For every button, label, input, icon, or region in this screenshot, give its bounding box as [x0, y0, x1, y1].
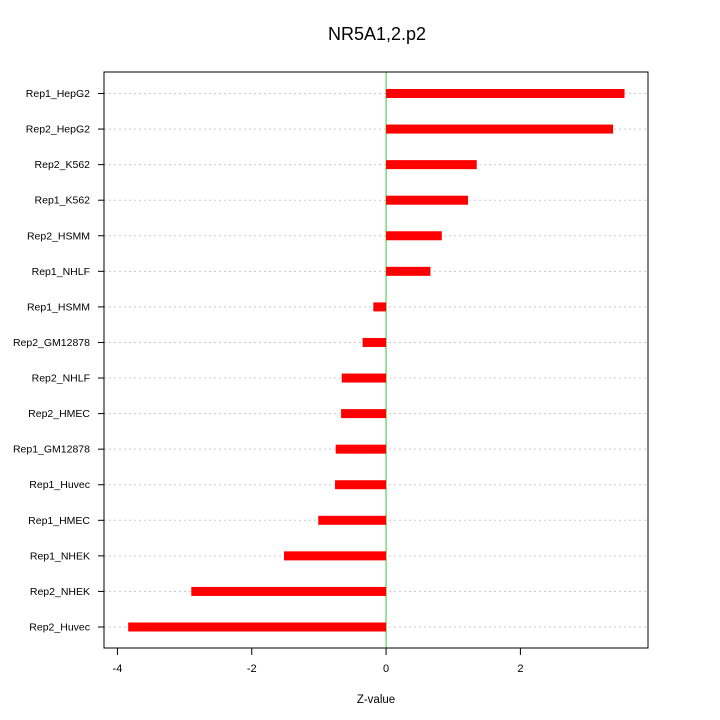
category-label: Rep2_NHEK	[30, 586, 90, 598]
bar-rep2_nhlf	[341, 373, 387, 383]
bar-rep1_hsmm	[373, 302, 387, 312]
category-label: Rep2_GM12878	[13, 337, 90, 349]
gridlines	[104, 93, 648, 628]
category-label: Rep2_NHLF	[32, 373, 90, 385]
category-label: Rep1_GM12878	[13, 444, 90, 456]
plot-frame	[103, 71, 649, 649]
bar-rep2_k562	[386, 160, 477, 170]
bar-rep2_huvec	[128, 622, 387, 632]
bar-rep1_huvec	[335, 480, 387, 490]
bar-rep2_hsmm	[386, 231, 442, 241]
category-label: Rep1_HSMM	[27, 301, 90, 313]
category-label: Rep2_HepG2	[26, 124, 90, 136]
category-label: Rep1_HMEC	[28, 515, 90, 527]
category-label: Rep2_HMEC	[28, 408, 90, 420]
bar-rep1_nhek	[283, 551, 387, 561]
x-tick-label: -2	[247, 663, 257, 675]
x-axis-label: Z-value	[357, 694, 395, 706]
x-tick-label: 0	[383, 663, 389, 675]
category-label: Rep1_NHEK	[30, 550, 90, 562]
bar-rep1_k562	[386, 195, 469, 205]
chart-title: NR5A1,2.p2	[328, 24, 426, 44]
category-label: Rep2_Huvec	[29, 622, 90, 634]
x-tick-label: -4	[113, 663, 123, 675]
category-label: Rep1_K562	[35, 195, 91, 207]
category-label: Rep1_NHLF	[32, 266, 90, 278]
bar-rep2_nhek	[191, 586, 387, 596]
category-label: Rep1_Huvec	[29, 479, 90, 491]
bar-rep2_hmec	[341, 409, 387, 419]
x-tick-label: 2	[517, 663, 523, 675]
bars	[128, 89, 625, 632]
bar-rep1_nhlf	[386, 266, 431, 276]
category-label: Rep1_HepG2	[26, 88, 90, 100]
category-label: Rep2_K562	[35, 159, 91, 171]
x-axis: -4 -2 0 2	[113, 647, 523, 675]
bar-rep1_gm12878	[335, 444, 387, 454]
bar-rep1_hepg2	[386, 89, 625, 98]
category-label: Rep2_HSMM	[27, 230, 90, 242]
bar-rep2_hepg2	[386, 124, 614, 134]
category-axis: Rep1_HepG2 Rep2_HepG2 Rep2_K562 Rep1_K562 Re…	[13, 88, 104, 634]
bar-rep2_gm12878	[362, 337, 387, 347]
bar-rep1_hmec	[318, 515, 387, 525]
